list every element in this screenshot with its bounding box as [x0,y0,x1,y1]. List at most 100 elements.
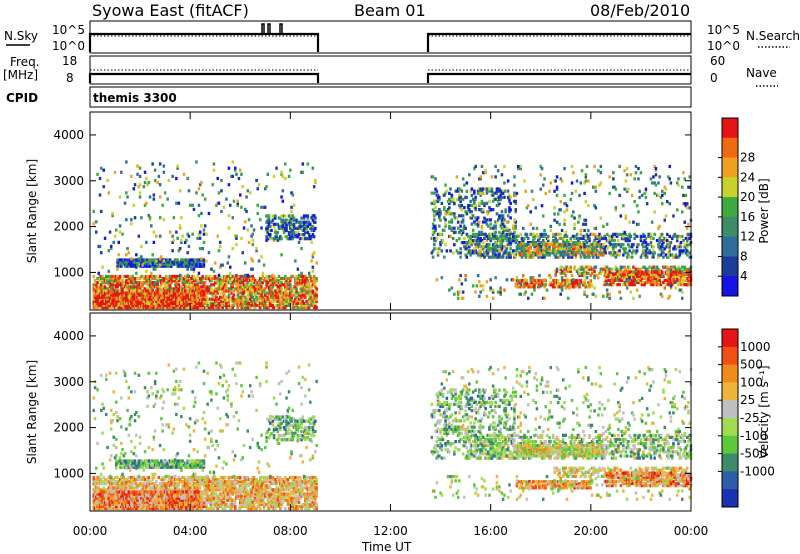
range-gate-cell [667,253,670,257]
range-gate-cell [118,291,122,295]
range-gate-cell [311,253,315,257]
range-gate-cell [557,279,560,283]
range-gate-cell [180,287,183,291]
range-gate-cell [266,305,269,310]
range-gate-cell [627,265,630,269]
range-gate-cell [264,301,267,305]
range-gate-cell [249,297,252,301]
range-gate-cell [630,255,634,259]
range-gate-cell [435,210,439,214]
range-gate-cell [463,245,466,249]
range-gate-cell [661,234,664,238]
range-gate-cell [458,214,461,218]
range-gate-cell [256,281,259,285]
range-gate-cell [224,297,227,301]
range-gate-cell [157,174,161,178]
range-gate-cell [622,272,625,276]
range-gate-cell [614,255,618,259]
range-gate-cell [599,253,603,257]
range-gate-cell [136,295,139,299]
range-gate-cell [583,234,586,238]
range-gate-cell [618,276,621,280]
range-gate-cell [599,249,603,253]
range-gate-cell [227,274,231,279]
range-gate-cell [306,283,310,287]
range-gate-cell [554,273,557,277]
range-gate-cell [643,274,646,278]
range-gate-cell [151,287,154,291]
range-gate-cell [632,249,635,253]
range-gate-cell [624,247,628,251]
range-gate-cell [297,291,301,295]
range-gate-cell [186,279,189,283]
range-gate-cell [116,274,119,279]
range-gate-cell [532,226,535,230]
range-gate-cell [594,253,598,257]
range-gate-cell [270,287,273,291]
range-gate-cell [485,201,489,205]
range-gate-cell [295,233,298,237]
range-gate-cell [664,245,668,249]
range-gate-cell [450,228,454,233]
range-gate-cell [299,220,302,224]
range-gate-cell [667,283,670,287]
range-gate-cell [217,289,221,293]
range-gate-cell [555,241,559,245]
range-gate-cell [100,251,103,255]
range-gate-cell [609,239,613,243]
range-gate-cell [587,271,590,275]
range-gate-cell [598,242,601,247]
range-gate-cell [579,249,583,253]
range-gate-cell [297,301,301,305]
range-gate-cell [167,279,171,283]
range-gate-cell [291,193,295,197]
range-gate-cell [619,267,623,271]
range-gate-cell [508,193,511,197]
range-gate-cell [529,244,532,249]
range-gate-cell [111,285,114,289]
range-gate-cell [96,301,99,305]
range-gate-cell [518,244,521,249]
range-gate-cell [569,253,572,257]
range-gate-cell [679,245,683,249]
range-gate-cell [275,281,278,285]
range-gate-cell [522,239,525,243]
range-gate-cell [249,289,252,293]
range-gate-cell [216,234,219,238]
range-gate-cell [613,272,616,276]
range-gate-cell [212,303,216,307]
range-gate-cell [249,287,252,291]
range-gate-cell [628,249,631,253]
range-gate-cell [251,232,254,236]
range-gate-cell [547,244,550,249]
range-gate-cell [269,283,272,287]
range-gate-cell [513,183,516,187]
range-gate-cell [220,283,223,287]
range-gate-cell [300,281,303,285]
range-gate-cell [152,281,156,285]
range-gate-cell [594,265,598,269]
range-gate-cell [496,253,500,257]
range-gate-cell [285,293,288,297]
range-gate-cell [562,247,565,251]
range-gate-cell [191,203,194,207]
range-gate-cell [301,289,305,293]
range-gate-cell [260,277,263,281]
range-gate-cell [433,214,436,218]
range-gate-cell [176,301,179,305]
range-gate-cell [103,285,107,289]
range-gate-cell [668,245,671,249]
range-gate-cell [92,297,95,301]
range-gate-cell [249,191,252,195]
range-gate-cell [688,243,691,247]
range-gate-cell [138,303,142,307]
range-gate-cell [588,255,591,259]
range-gate-cell [137,234,141,238]
range-gate-cell [587,251,590,255]
range-gate-cell [301,170,305,174]
range-gate-cell [287,281,291,285]
range-gate-cell [595,273,599,277]
range-gate-cell [508,251,511,255]
range-gate-cell [177,262,181,266]
range-gate-cell [567,269,570,273]
